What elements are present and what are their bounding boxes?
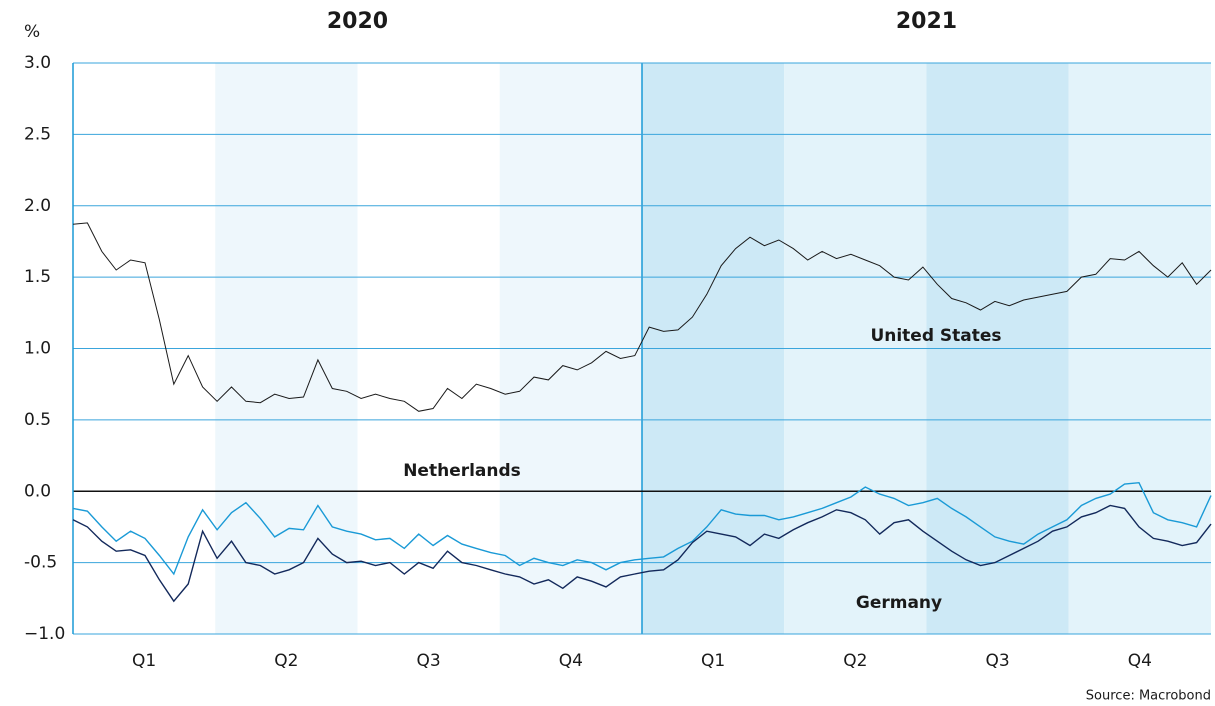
x-tick-label: Q3 <box>986 651 1010 671</box>
y-tick-label: -0.5 <box>24 553 57 573</box>
x-tick-label: Q2 <box>843 651 867 671</box>
y-tick-label: 3.0 <box>24 53 51 73</box>
y-tick-label: 2.5 <box>24 124 51 144</box>
series-line <box>72 481 1212 576</box>
year-label: 2020 <box>327 9 388 34</box>
x-tick-label: Q3 <box>417 651 441 671</box>
series-label: United States <box>870 326 1001 346</box>
series-label: Germany <box>856 593 942 613</box>
x-tick-label: Q1 <box>701 651 725 671</box>
x-tick-label: Q4 <box>1128 651 1152 671</box>
grid <box>72 62 1211 635</box>
source: Source: Macrobond <box>1086 689 1211 704</box>
x-tick-label: Q4 <box>559 651 583 671</box>
y-tick-label: 0.0 <box>24 481 51 501</box>
year-label: 2021 <box>896 9 957 34</box>
series-line <box>72 504 1212 603</box>
unit-label: % <box>24 22 40 42</box>
y-tick-label: 1.5 <box>24 267 51 287</box>
x-tick-label: Q1 <box>132 651 156 671</box>
lines <box>72 222 1212 603</box>
y-tick-label: 1.0 <box>24 339 51 359</box>
y-tick-label: 0.5 <box>24 410 51 430</box>
y-tick-label: 2.0 <box>24 196 51 216</box>
x-tick-label: Q2 <box>274 651 298 671</box>
series-line <box>72 222 1212 412</box>
labels: % Source: Macrobond Q1 Q2 Q3 Q4 Q1 Q2 Q3 Q4 2020… <box>24 9 1211 704</box>
series-label: Netherlands <box>403 461 521 481</box>
y-tick-label: −1.0 <box>24 624 65 644</box>
